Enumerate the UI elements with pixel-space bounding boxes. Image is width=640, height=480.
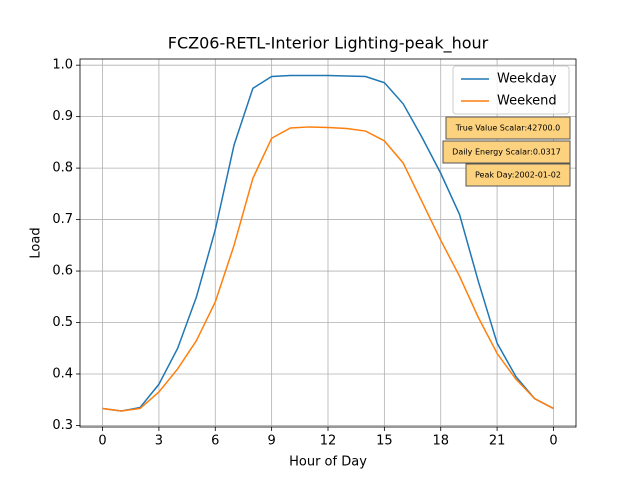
y-tick-label: 0.6 bbox=[52, 264, 73, 279]
y-axis-label: Load bbox=[29, 227, 44, 258]
plot-frame bbox=[79, 58, 577, 428]
y-tick-label: 0.4 bbox=[52, 366, 73, 381]
x-tick-label: 18 bbox=[432, 434, 449, 449]
x-tick-label: 12 bbox=[320, 434, 337, 449]
y-tick-label: 1.0 bbox=[52, 58, 73, 73]
chart-title: FCZ06-RETL-Interior Lighting-peak_hour bbox=[168, 34, 489, 54]
legend-label: Weekday bbox=[497, 72, 557, 87]
annotation-box bbox=[445, 116, 571, 140]
annotation-box bbox=[442, 140, 571, 164]
x-tick-label: 21 bbox=[489, 434, 506, 449]
legend-box bbox=[452, 65, 570, 115]
x-axis-label: Hour of Day bbox=[289, 455, 367, 470]
x-tick-label: 6 bbox=[211, 434, 219, 449]
annotation: Daily Energy Scalar:0.0317 bbox=[452, 148, 561, 157]
x-tick-label: 0 bbox=[98, 434, 106, 449]
x-tick-label: 0 bbox=[549, 434, 557, 449]
y-tick-label: 0.3 bbox=[52, 418, 73, 433]
series-line bbox=[102, 126, 554, 412]
x-tick-label: 3 bbox=[155, 434, 163, 449]
y-tick-label: 0.5 bbox=[52, 315, 73, 330]
x-tick-label: 15 bbox=[376, 434, 393, 449]
y-tick-label: 0.9 bbox=[52, 109, 73, 124]
legend-label: Weekend bbox=[497, 94, 557, 109]
annotation-box bbox=[465, 163, 571, 187]
x-tick-label: 9 bbox=[267, 434, 275, 449]
y-tick-label: 0.7 bbox=[52, 212, 73, 227]
series-line bbox=[102, 74, 554, 412]
y-tick-label: 0.8 bbox=[52, 161, 73, 176]
annotation: Peak Day:2002-01-02 bbox=[475, 171, 561, 180]
annotation: True Value Scalar:42700.0 bbox=[455, 124, 560, 133]
